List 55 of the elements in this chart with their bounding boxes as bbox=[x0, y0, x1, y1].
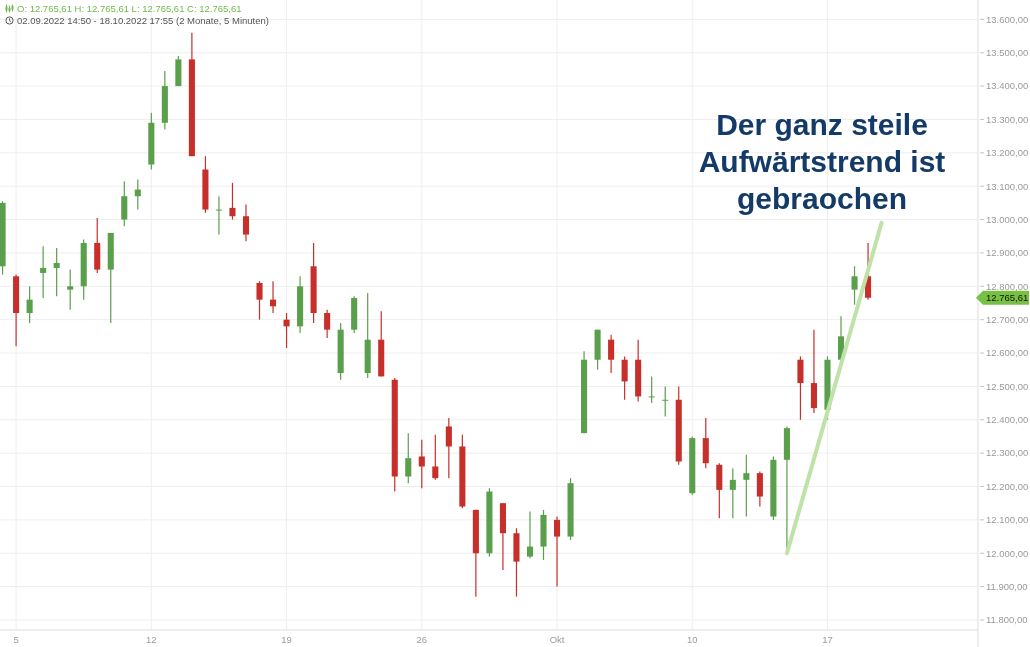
y-tick-label: 13.300,00 bbox=[986, 113, 1029, 125]
candlestick bbox=[526, 510, 534, 559]
x-tick-label: 26 bbox=[416, 634, 428, 645]
x-tick-label: 12 bbox=[146, 634, 157, 645]
y-tick-label: 12.200,00 bbox=[986, 480, 1029, 492]
candlestick bbox=[432, 434, 439, 481]
y-tick-label: 13.500,00 bbox=[986, 47, 1029, 59]
candlestick bbox=[242, 203, 250, 242]
y-tick-label: 13.400,00 bbox=[986, 80, 1029, 92]
candlestick bbox=[797, 355, 804, 421]
y-tick-label: 12.600,00 bbox=[986, 347, 1029, 359]
candlestick bbox=[67, 269, 74, 311]
y-tick-label: 13.100,00 bbox=[986, 180, 1029, 192]
candlestick bbox=[418, 439, 425, 489]
y-tick-label: 12.000,00 bbox=[986, 547, 1029, 559]
candlestick bbox=[121, 180, 128, 227]
candlestick bbox=[405, 432, 412, 484]
candlestick bbox=[256, 280, 263, 321]
candlestick bbox=[215, 195, 222, 236]
y-tick-label: 12.400,00 bbox=[986, 414, 1029, 426]
candlestick bbox=[26, 285, 33, 324]
candlestick bbox=[743, 454, 750, 518]
x-tick-label: 5 bbox=[13, 634, 19, 645]
x-tick-label: Okt bbox=[549, 634, 565, 645]
candlestick bbox=[229, 182, 236, 221]
y-tick-label: 12.500,00 bbox=[986, 380, 1029, 392]
candlestick bbox=[553, 515, 561, 588]
y-tick-label: 12.300,00 bbox=[986, 447, 1029, 459]
candlestick bbox=[662, 385, 669, 418]
y-tick-label: 12.100,00 bbox=[986, 514, 1029, 526]
x-tick-label: 17 bbox=[822, 634, 833, 645]
chart-title: O: 12.765,61 H: 12.765,61 L: 12.765,61 C: 12.765,61 bbox=[17, 2, 242, 14]
y-tick-label: 12.800,00 bbox=[986, 280, 1029, 292]
candlestick bbox=[729, 467, 736, 519]
y-tick-label: 13.200,00 bbox=[986, 147, 1029, 159]
candlestick bbox=[608, 334, 615, 374]
candlestick bbox=[648, 375, 655, 404]
y-tick-label: 11.800,00 bbox=[986, 614, 1028, 626]
y-tick-label: 12.900,00 bbox=[986, 247, 1029, 259]
candlestick bbox=[324, 309, 331, 339]
text: 02.09.2022 14:50 - 18.10.2022 17:55 (2 Monate, 5 Minuten) bbox=[17, 14, 269, 26]
candlestick bbox=[851, 265, 858, 306]
text: 12.765,61 bbox=[986, 292, 1029, 304]
x-tick-label: 10 bbox=[686, 634, 698, 645]
candlestick bbox=[445, 417, 452, 479]
candlestick bbox=[621, 355, 628, 401]
candlestick bbox=[40, 245, 47, 299]
y-tick-label: 13.000,00 bbox=[986, 213, 1029, 225]
x-tick-label: 19 bbox=[281, 634, 292, 645]
y-tick-label: 13.600,00 bbox=[986, 13, 1029, 25]
candlestick bbox=[756, 470, 763, 508]
annotation: Der ganz steile Aufwärtstrend ist gebraochen bbox=[698, 108, 946, 215]
candlestick bbox=[53, 247, 60, 297]
y-tick-label: 11.900,00 bbox=[986, 580, 1028, 592]
y-tick-label: 12.700,00 bbox=[986, 314, 1029, 325]
